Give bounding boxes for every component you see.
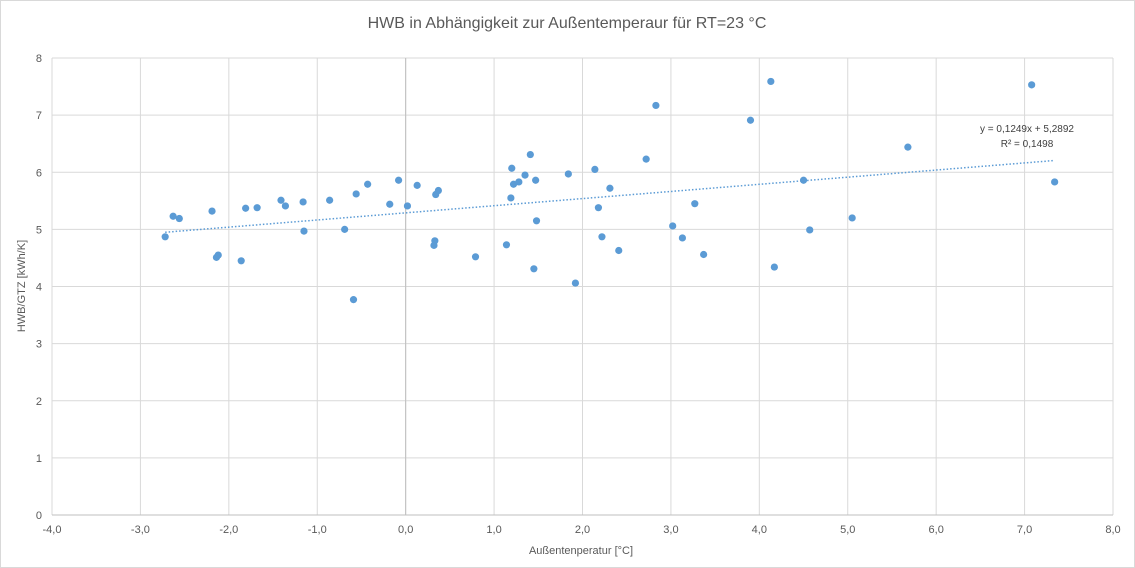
data-point [591, 165, 599, 173]
chart-title: HWB in Abhängigkeit zur Außentemperaur f… [368, 15, 767, 32]
data-point [678, 234, 687, 242]
data-point [615, 246, 623, 255]
data-point [394, 176, 403, 184]
data-point [532, 217, 541, 225]
y-tick-label: 6 [36, 167, 42, 179]
data-point [526, 150, 534, 159]
data-point [521, 171, 529, 179]
y-tick-label: 1 [36, 453, 42, 465]
x-tick-label: 4,0 [752, 524, 767, 536]
data-point [598, 233, 606, 241]
data-point [169, 212, 177, 220]
data-point [403, 202, 412, 210]
x-tick-label: 5,0 [840, 524, 855, 536]
data-point [767, 77, 775, 86]
y-axis-label: HWB/GTZ [kWh/K] [16, 240, 28, 332]
x-tick-label: -4,0 [43, 524, 62, 536]
data-point [471, 253, 480, 261]
data-point [1028, 81, 1036, 89]
y-tick-label: 0 [36, 510, 42, 522]
x-axis-label: Außentenperatur [°C] [529, 545, 633, 557]
x-tick-label: 0,0 [398, 524, 413, 536]
x-tick-label: -1,0 [308, 524, 327, 536]
y-tick-label: 5 [36, 224, 42, 236]
data-point [564, 170, 572, 178]
data-point [642, 155, 650, 163]
data-point [299, 198, 307, 206]
trendline-r-squared: R² = 0,1498 [1001, 139, 1054, 150]
data-point [161, 233, 169, 241]
data-point [530, 265, 538, 273]
data-point [571, 279, 580, 287]
data-point [700, 250, 708, 259]
data-point [502, 241, 511, 249]
data-point [341, 225, 349, 233]
data-point [799, 176, 808, 184]
data-point [431, 237, 439, 245]
data-point [352, 190, 360, 198]
data-point [746, 116, 755, 124]
y-tick-label: 8 [36, 53, 42, 65]
data-point [434, 186, 442, 195]
y-tick-label: 2 [36, 396, 42, 408]
x-tick-label: 3,0 [663, 524, 678, 536]
x-tick-label: 8,0 [1105, 524, 1120, 536]
data-point [175, 214, 183, 223]
y-tick-label: 3 [36, 339, 42, 351]
data-point [770, 263, 778, 271]
data-point [349, 296, 358, 304]
data-point [253, 204, 261, 212]
y-tick-label: 4 [36, 282, 42, 294]
x-tick-label: 7,0 [1017, 524, 1032, 536]
data-points [161, 77, 1059, 304]
data-point [532, 176, 540, 184]
data-point [326, 196, 334, 204]
data-point [669, 222, 677, 230]
data-point [214, 251, 222, 259]
data-point [594, 204, 603, 212]
x-axis-ticks: -4,0 -3,0 -2,0 -1,0 0,0 1,0 2,0 3,0 4,0 5,0 6,0 7,0… [43, 524, 1121, 536]
data-point [904, 143, 912, 151]
data-point [848, 214, 856, 222]
data-point [507, 194, 515, 202]
data-point [606, 184, 614, 192]
data-point [386, 200, 394, 208]
data-point [806, 226, 814, 234]
data-point [277, 196, 285, 204]
x-tick-label: 6,0 [929, 524, 944, 536]
data-point [237, 257, 245, 265]
data-point [300, 227, 308, 235]
data-point [242, 204, 250, 212]
y-axis-ticks: 0 1 2 3 4 5 6 7 8 [36, 53, 42, 522]
x-tick-label: -3,0 [131, 524, 150, 536]
data-point [281, 202, 290, 210]
trendline [165, 159, 1055, 234]
data-point [508, 164, 516, 172]
data-point [413, 181, 421, 189]
x-tick-label: 2,0 [575, 524, 590, 536]
gridlines [51, 57, 1114, 516]
data-point [515, 178, 523, 186]
x-tick-label: 1,0 [486, 524, 501, 536]
y-tick-label: 7 [36, 110, 42, 122]
data-point [364, 180, 372, 188]
data-point [1051, 178, 1059, 186]
data-point [691, 200, 699, 208]
x-tick-label: -2,0 [219, 524, 238, 536]
data-point [652, 101, 660, 110]
data-point [208, 207, 216, 215]
trendline-equation: y = 0,1249x + 5,2892 [980, 124, 1074, 135]
